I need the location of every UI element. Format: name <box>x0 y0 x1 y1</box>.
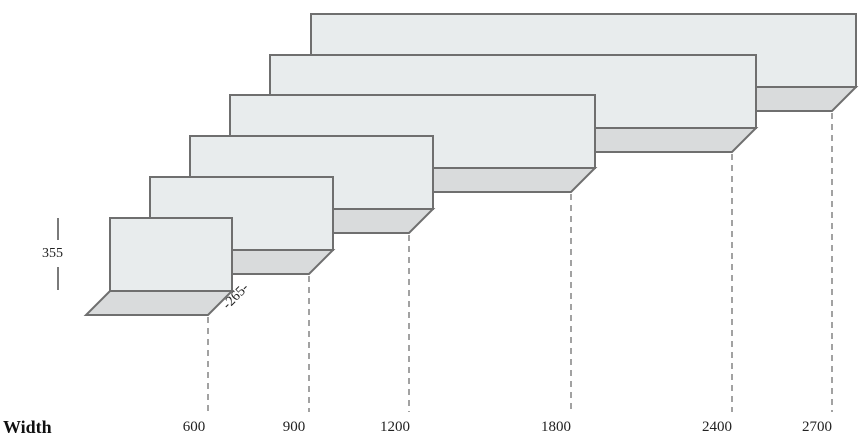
shelf-bottom-panel <box>83 290 235 316</box>
width-label-900: 900 <box>282 419 306 435</box>
width-label-1800: 1800 <box>541 419 571 435</box>
width-label-1200: 1200 <box>380 419 410 435</box>
shelf-back-panel <box>109 217 233 292</box>
height-dimension-label: 355 <box>42 246 63 261</box>
width-label-2400: 2400 <box>702 419 732 435</box>
width-axis-title: Width <box>3 417 52 437</box>
shelf-600 <box>83 217 235 412</box>
width-label-600: 600 <box>182 419 206 435</box>
width-label-2700: 2700 <box>802 419 832 435</box>
